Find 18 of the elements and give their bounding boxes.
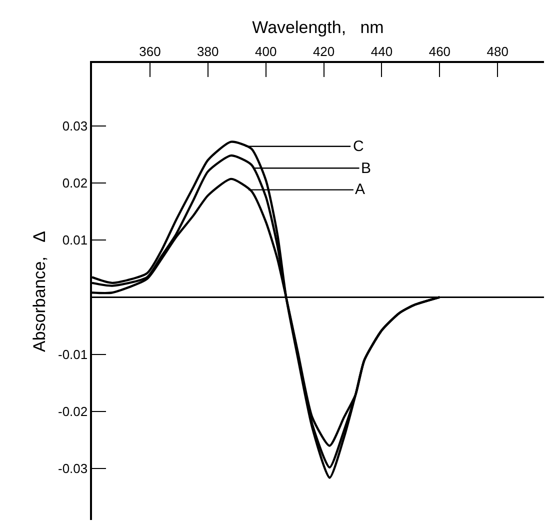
x-tick-label: 440 bbox=[370, 44, 393, 60]
x-tick-label: 420 bbox=[312, 44, 335, 60]
annotation: C bbox=[353, 138, 364, 155]
x-tick-label: 400 bbox=[255, 44, 277, 60]
x-tick-label: 380 bbox=[197, 44, 219, 60]
y-tick-label: -0.02 bbox=[58, 404, 88, 420]
y-tick-label: 0.02 bbox=[62, 176, 88, 191]
x-tick-label: 460 bbox=[428, 44, 451, 60]
y-tick-label: -0.01 bbox=[58, 346, 88, 362]
x-tick-label: 360 bbox=[139, 44, 161, 60]
annotation: B bbox=[361, 160, 372, 177]
y-tick-label: -0.03 bbox=[58, 461, 88, 476]
x-tick-label: 480 bbox=[486, 44, 508, 60]
x-axis-title: Wavelength, nm bbox=[252, 18, 384, 38]
y-tick-label: 0.03 bbox=[62, 118, 88, 134]
y-axis-title: Absorbance, Δ bbox=[30, 231, 50, 352]
y-tick-label: 0.01 bbox=[62, 232, 88, 248]
annotation: A bbox=[355, 181, 366, 198]
